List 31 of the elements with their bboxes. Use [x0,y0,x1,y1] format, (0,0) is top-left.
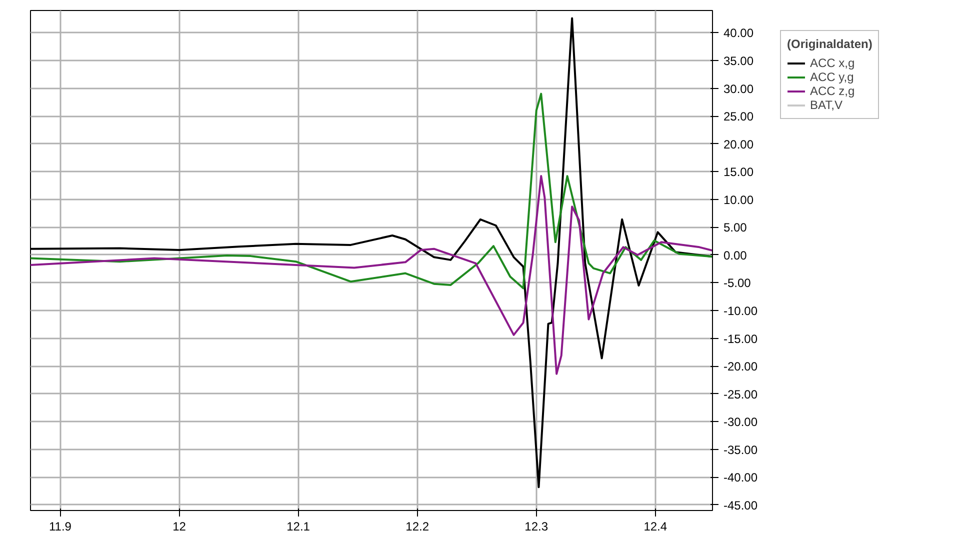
x-tick-label: 12.4 [644,520,668,534]
y-tick-label: 20.00 [724,137,754,152]
y-tick-label: 5.00 [724,220,748,235]
y-tick-label: -10.00 [724,304,758,318]
line-series [30,92,712,290]
y-tick-label: 0.00 [724,248,748,262]
y-tick-label: -35.00 [724,442,758,457]
legend-label: ACC y,g [810,70,854,84]
x-tick-label: 12.2 [406,520,430,534]
y-tick-label: 35.00 [724,54,754,68]
legend-label: ACC x,g [810,56,855,70]
y-tick-label: -30.00 [724,415,758,430]
legend-title: (Originaldaten) [787,37,872,51]
y-tick-label: -15.00 [724,332,758,346]
y-tick-label: 15.00 [724,165,754,180]
y-tick-label: 40.00 [724,26,754,40]
legend-label: BAT,V [810,98,842,112]
x-tick-label: 12 [172,520,186,534]
x-tick-label: 11.9 [49,520,72,534]
x-tick-label: 12.1 [286,520,310,534]
y-tick-label: -5.00 [724,276,752,290]
legend-label: ACC z,g [810,84,855,98]
y-tick-label: 10.00 [724,192,754,207]
y-tick-label: 30.00 [724,82,754,96]
line-series [30,175,712,375]
y-tick-label: -20.00 [724,360,758,374]
y-tick-label: -25.00 [724,387,758,402]
y-tick-label: -40.00 [724,470,758,485]
y-tick-label: 25.00 [724,110,754,124]
y-tick-label: -45.00 [724,498,758,512]
x-tick-label: 12.3 [524,520,548,534]
